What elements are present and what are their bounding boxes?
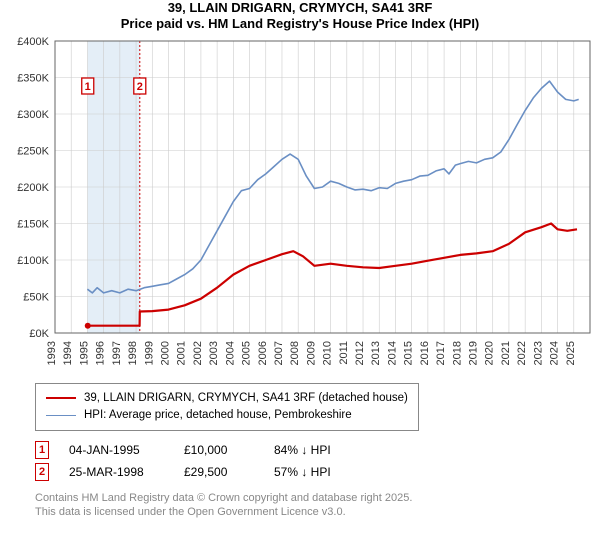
- svg-text:2000: 2000: [159, 341, 171, 365]
- svg-text:£50K: £50K: [23, 291, 49, 303]
- svg-text:2024: 2024: [549, 341, 561, 365]
- svg-text:£300K: £300K: [17, 109, 49, 121]
- title-line2: Price paid vs. HM Land Registry's House …: [0, 16, 600, 32]
- svg-text:2013: 2013: [370, 341, 382, 365]
- svg-text:2001: 2001: [176, 341, 188, 365]
- svg-text:1996: 1996: [95, 341, 107, 365]
- svg-text:2011: 2011: [338, 341, 350, 365]
- svg-text:2007: 2007: [273, 341, 285, 365]
- svg-text:2014: 2014: [386, 341, 398, 365]
- svg-text:2005: 2005: [241, 341, 253, 365]
- footnote-line1: Contains HM Land Registry data © Crown c…: [35, 491, 600, 505]
- svg-text:1998: 1998: [127, 341, 139, 365]
- legend: 39, LLAIN DRIGARN, CRYMYCH, SA41 3RF (de…: [35, 383, 600, 432]
- svg-text:2022: 2022: [516, 341, 528, 365]
- sale-date: 04-JAN-1995: [69, 443, 164, 457]
- svg-text:2016: 2016: [419, 341, 431, 365]
- svg-text:2006: 2006: [257, 341, 269, 365]
- sales-table: 1 04-JAN-1995 £10,000 84% ↓ HPI 2 25-MAR-1998…: [35, 439, 600, 483]
- sale-row: 2 25-MAR-1998 £29,500 57% ↓ HPI: [35, 461, 600, 483]
- sale-marker: 2: [35, 463, 49, 481]
- svg-text:2023: 2023: [532, 341, 544, 365]
- svg-text:1999: 1999: [143, 341, 155, 365]
- svg-text:2008: 2008: [289, 341, 301, 365]
- svg-text:£100K: £100K: [17, 255, 49, 267]
- legend-swatch: [46, 397, 76, 399]
- svg-text:£150K: £150K: [17, 218, 49, 230]
- svg-text:£400K: £400K: [17, 36, 49, 48]
- sale-price: £29,500: [184, 465, 254, 479]
- legend-label: 39, LLAIN DRIGARN, CRYMYCH, SA41 3RF (de…: [84, 390, 408, 407]
- sale-pct: 57% ↓ HPI: [274, 465, 364, 479]
- sale-pct: 84% ↓ HPI: [274, 443, 364, 457]
- sale-row: 1 04-JAN-1995 £10,000 84% ↓ HPI: [35, 439, 600, 461]
- sale-price: £10,000: [184, 443, 254, 457]
- svg-text:£250K: £250K: [17, 145, 49, 157]
- legend-item: HPI: Average price, detached house, Pemb…: [46, 407, 408, 424]
- title-line1: 39, LLAIN DRIGARN, CRYMYCH, SA41 3RF: [0, 0, 600, 16]
- svg-text:2025: 2025: [565, 341, 577, 365]
- svg-text:2015: 2015: [403, 341, 415, 365]
- svg-text:2010: 2010: [322, 341, 334, 365]
- svg-text:2017: 2017: [435, 341, 447, 365]
- svg-text:2018: 2018: [451, 341, 463, 365]
- svg-text:1: 1: [85, 81, 91, 93]
- svg-text:2021: 2021: [500, 341, 512, 365]
- svg-text:1994: 1994: [62, 341, 74, 365]
- svg-text:2004: 2004: [224, 341, 236, 365]
- footnote-line2: This data is licensed under the Open Gov…: [35, 505, 600, 519]
- svg-text:£200K: £200K: [17, 182, 49, 194]
- line-chart: £0K £50K £100K £150K £200K £250K £300K £350K £40…: [0, 33, 600, 383]
- sale-marker: 1: [35, 441, 49, 459]
- legend-swatch: [46, 415, 76, 416]
- svg-text:2003: 2003: [208, 341, 220, 365]
- legend-label: HPI: Average price, detached house, Pemb…: [84, 407, 352, 424]
- legend-item: 39, LLAIN DRIGARN, CRYMYCH, SA41 3RF (de…: [46, 390, 408, 407]
- svg-text:2009: 2009: [305, 341, 317, 365]
- svg-text:£0K: £0K: [29, 328, 49, 340]
- sale-date: 25-MAR-1998: [69, 465, 164, 479]
- svg-text:2: 2: [137, 81, 143, 93]
- svg-text:£350K: £350K: [17, 72, 49, 84]
- svg-text:2019: 2019: [468, 341, 480, 365]
- svg-text:2020: 2020: [484, 341, 496, 365]
- svg-text:2012: 2012: [354, 341, 366, 365]
- svg-text:1993: 1993: [46, 341, 58, 365]
- svg-text:1997: 1997: [111, 341, 123, 365]
- svg-text:2002: 2002: [192, 341, 204, 365]
- svg-text:1995: 1995: [78, 341, 90, 365]
- footnote: Contains HM Land Registry data © Crown c…: [35, 491, 600, 520]
